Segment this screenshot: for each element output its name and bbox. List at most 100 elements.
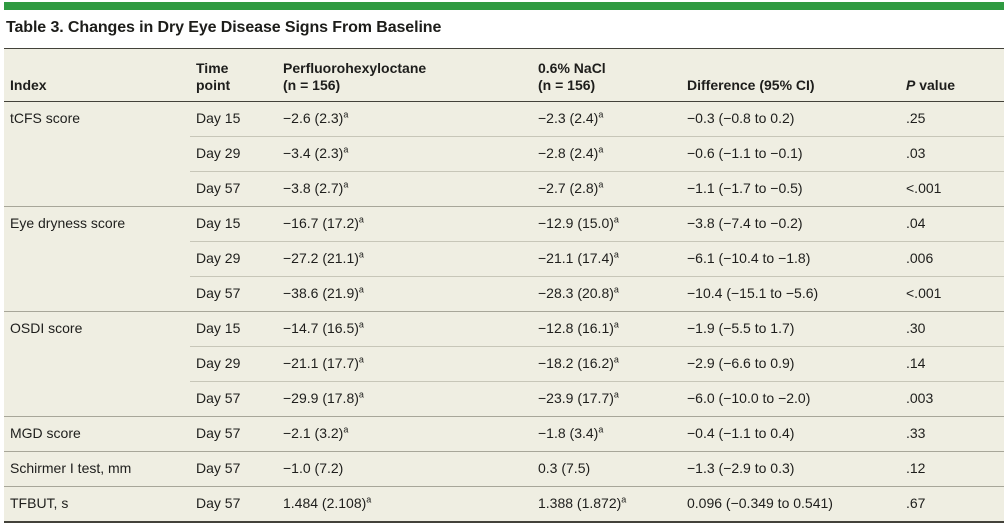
table-row: Schirmer I test, mm Day 57 −1.0 (7.2) 0.3 (…	[4, 451, 1004, 487]
timepoint-cell: Day 29	[190, 346, 277, 382]
value-text: −2.1 (3.2)	[283, 425, 344, 441]
nacl-value-cell: −1.8 (3.4)a	[532, 416, 681, 452]
footnote-marker: a	[598, 179, 604, 190]
value-text: −3.8 (2.7)	[283, 180, 344, 196]
index-cell: Eye dryness score	[4, 206, 190, 312]
header-perfluorohexyloctane: Perfluorohexyloctane (n = 156)	[277, 48, 532, 102]
nacl-value-cell: 1.388 (1.872)a	[532, 486, 681, 522]
footnote-marker: a	[358, 389, 364, 400]
timepoint-cell: Day 15	[196, 110, 241, 126]
footnote-marker: a	[613, 284, 619, 295]
pvalue-cell: .04	[900, 206, 1004, 242]
value-text: −18.2 (16.2)	[538, 355, 614, 371]
pfho-value-cell: −16.7 (17.2)a	[277, 206, 532, 242]
table-title: Table 3. Changes in Dry Eye Disease Sign…	[6, 19, 442, 36]
footnote-marker: a	[613, 354, 619, 365]
index-cell: Schirmer I test, mm	[4, 451, 190, 487]
header-index: Index	[4, 48, 190, 102]
value-text: −21.1 (17.7)	[283, 355, 359, 371]
pfho-value-cell: −2.6 (2.3)a	[277, 102, 532, 137]
difference-cell: −6.1 (−10.4 to −1.8)	[681, 241, 900, 277]
footnote-marker: a	[358, 319, 364, 330]
nacl-value-cell: −2.8 (2.4)a	[532, 136, 681, 172]
pvalue-cell: .33	[900, 416, 1004, 452]
value-text: −3.4 (2.3)	[283, 145, 344, 161]
timepoint-cell: Day 57	[190, 416, 277, 452]
pvalue-cell: .30	[900, 311, 1004, 347]
footnote-marker: a	[358, 214, 364, 225]
header-label: 0.6% NaCl	[538, 60, 606, 76]
table-row: Day 57 −3.8 (2.7)a −2.7 (2.8)a −1.1 (−1.7 t…	[4, 171, 1004, 207]
pvalue-cell: <.001	[900, 276, 1004, 312]
value-text: −2.8 (2.4)	[538, 145, 599, 161]
table-body: tCFS score Day 15 −2.6 (2.3)a −2.3 (2.4) a −0…	[4, 102, 1004, 522]
table-row: OSDI score Day 15 −14.7 (16.5)a −12.8 (16.1…	[4, 311, 1004, 417]
pvalue-cell: .003	[900, 381, 1004, 417]
nacl-value-cell: −12.9 (15.0)a	[532, 206, 681, 242]
timepoint-cell: Day 15	[190, 206, 277, 242]
value-text: −23.9 (17.7)	[538, 390, 614, 406]
footnote-marker: a	[343, 424, 349, 435]
header-label-rest: value	[915, 77, 956, 93]
value-text: −27.2 (21.1)	[283, 250, 359, 266]
footnote-marker: a	[598, 144, 604, 155]
table-row: Day 57 −38.6 (21.9)a −28.3 (20.8)a −10.4 (−…	[4, 276, 1004, 312]
value-text: −14.7 (16.5)	[283, 320, 359, 336]
footnote-marker: a	[621, 494, 627, 505]
header-difference: Difference (95% CI)	[681, 48, 900, 102]
pfho-value-cell: −38.6 (21.9)a	[277, 276, 532, 312]
header-label: Difference (95% CI)	[687, 77, 815, 93]
value-text: −12.8 (16.1)	[538, 320, 614, 336]
pvalue-cell: <.001	[900, 171, 1004, 207]
pfho-value-cell: 1.484 (2.108)a	[277, 486, 532, 522]
table-row: tCFS score Day 15 −2.6 (2.3)a −2.3 (2.4)a −0…	[4, 102, 1004, 137]
footnote-marker: a	[598, 424, 604, 435]
header-nacl: 0.6% NaCl (n = 156)	[532, 48, 681, 102]
index-cell: tCFS score	[10, 110, 81, 126]
nacl-value-cell: −12.8 (16.1)a	[532, 311, 681, 347]
difference-cell: −0.4 (−1.1 to 0.4)	[681, 416, 900, 452]
pvalue-cell: .03	[900, 136, 1004, 172]
nacl-value-cell: −18.2 (16.2)a	[532, 346, 681, 382]
pvalue-cell: .14	[900, 346, 1004, 382]
difference-cell: −1.3 (−2.9 to 0.3)	[681, 451, 900, 487]
value-text: 1.484 (2.108)	[283, 495, 367, 511]
value-text: 1.388 (1.872)	[538, 495, 622, 511]
pvalue-cell: .25	[906, 110, 926, 126]
pvalue-cell: .12	[900, 451, 1004, 487]
difference-cell: −0.6 (−1.1 to −0.1)	[681, 136, 900, 172]
timepoint-cell: Day 57	[190, 381, 277, 417]
value-text: −21.1 (17.4)	[538, 250, 614, 266]
value-text: −2.7 (2.8)	[538, 180, 599, 196]
table-row: Day 29 −3.4 (2.3)a −2.8 (2.4)a −0.6 (−1.1 t…	[4, 136, 1004, 172]
value-text: −1.8 (3.4)	[538, 425, 599, 441]
difference-cell: −1.9 (−5.5 to 1.7)	[681, 311, 900, 347]
footnote-marker: a	[613, 214, 619, 225]
value-text: −2.3 (2.4)	[538, 110, 599, 126]
footnote-marker: a	[366, 494, 372, 505]
footnote-marker: a	[358, 284, 364, 295]
difference-cell: −2.9 (−6.6 to 0.9)	[681, 346, 900, 382]
value-text: −16.7 (17.2)	[283, 215, 359, 231]
footnote-marker: a	[343, 109, 349, 120]
pfho-value-cell: −29.9 (17.8)a	[277, 381, 532, 417]
header-label: Perfluorohexyloctane	[283, 60, 427, 76]
header-sample-size: (n = 156)	[283, 77, 341, 93]
header-label: P value	[906, 77, 1000, 94]
nacl-value-cell: −21.1 (17.4)a	[532, 241, 681, 277]
timepoint-cell: Day 29	[190, 241, 277, 277]
index-cell: OSDI score	[4, 311, 190, 417]
pfho-value-cell: −3.8 (2.7)a	[277, 171, 532, 207]
timepoint-cell: Day 15	[190, 311, 277, 347]
nacl-value-cell: −28.3 (20.8)a	[532, 276, 681, 312]
timepoint-cell: Day 57	[190, 451, 277, 487]
pfho-value-cell: −1.0 (7.2)	[277, 451, 532, 487]
table-row: Day 29 −27.2 (21.1)a −21.1 (17.4)a −6.1 (−1…	[4, 241, 1004, 277]
header-pvalue: P value	[900, 48, 1004, 102]
value-text: −28.3 (20.8)	[538, 285, 614, 301]
header-row: Index Time point Perfluorohexyloctane (n…	[4, 48, 1004, 102]
difference-cell: −3.8 (−7.4 to −0.2)	[681, 206, 900, 242]
timepoint-cell: Day 57	[190, 276, 277, 312]
accent-bar	[4, 2, 1004, 10]
